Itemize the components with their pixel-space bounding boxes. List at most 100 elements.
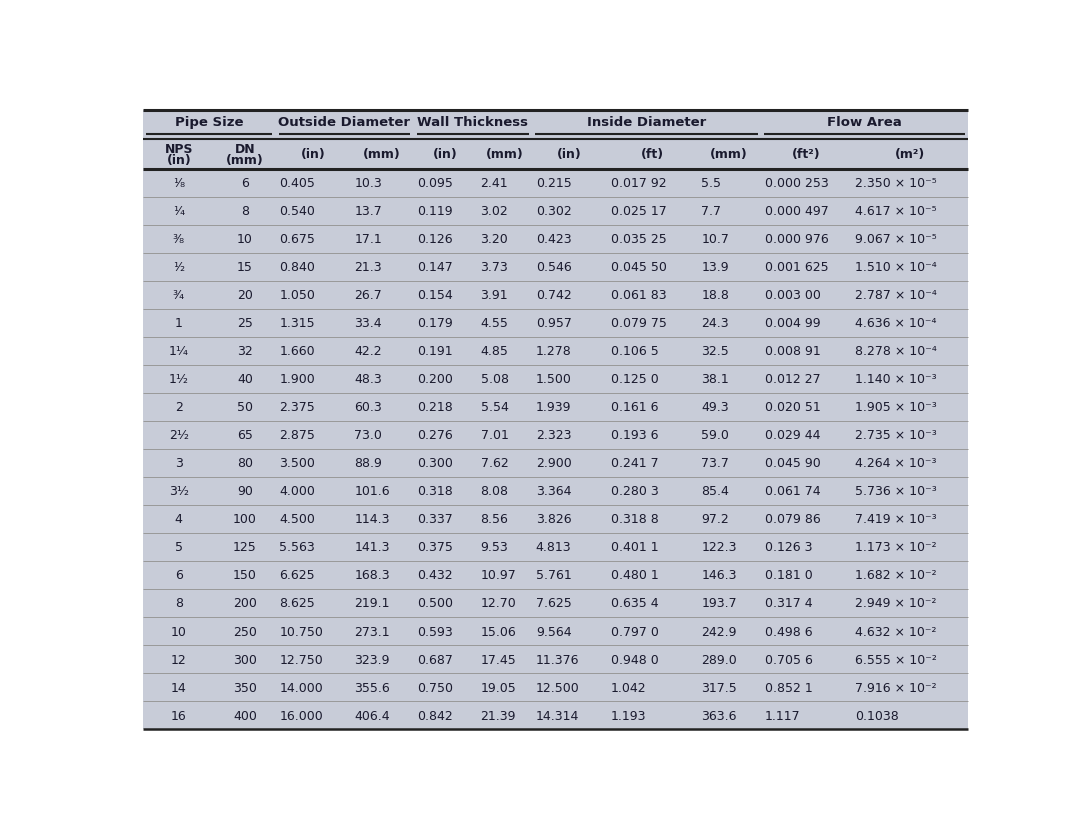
Text: 10: 10	[171, 625, 186, 638]
Text: 12: 12	[171, 652, 186, 666]
Text: 5.563: 5.563	[280, 541, 315, 554]
Text: 24.3: 24.3	[701, 317, 730, 330]
Text: 1.682 × 10⁻²: 1.682 × 10⁻²	[855, 569, 937, 582]
Text: 0.241 7: 0.241 7	[610, 457, 658, 469]
Text: 0.687: 0.687	[417, 652, 453, 666]
Text: 0.106 5: 0.106 5	[610, 344, 658, 358]
Text: 242.9: 242.9	[701, 625, 737, 638]
Text: 289.0: 289.0	[701, 652, 737, 666]
Text: 0.035 25: 0.035 25	[610, 233, 667, 246]
Text: 0.061 74: 0.061 74	[764, 484, 821, 498]
Text: 1.278: 1.278	[535, 344, 571, 358]
Text: 1.042: 1.042	[610, 681, 646, 694]
Text: 4.632 × 10⁻²: 4.632 × 10⁻²	[855, 625, 937, 638]
Text: 1: 1	[175, 317, 183, 330]
Text: 7.62: 7.62	[480, 457, 508, 469]
Text: (ft²): (ft²)	[791, 148, 821, 161]
Text: 1.900: 1.900	[280, 373, 315, 386]
Text: (mm): (mm)	[363, 148, 401, 161]
Text: 273.1: 273.1	[354, 625, 390, 638]
Text: 10: 10	[237, 233, 253, 246]
Text: 0.276: 0.276	[417, 429, 453, 442]
Text: 4: 4	[175, 513, 183, 526]
Text: (m²): (m²)	[894, 148, 925, 161]
Text: 5.5: 5.5	[701, 177, 722, 190]
Text: 0.705 6: 0.705 6	[764, 652, 813, 666]
Text: 219.1: 219.1	[354, 597, 390, 609]
Text: 3.20: 3.20	[480, 233, 508, 246]
Text: ¹⁄₂: ¹⁄₂	[172, 261, 184, 274]
Text: (in): (in)	[557, 148, 582, 161]
Text: 4.264 × 10⁻³: 4.264 × 10⁻³	[855, 457, 937, 469]
Text: 80: 80	[236, 457, 253, 469]
Text: 11.376: 11.376	[535, 652, 579, 666]
Text: 122.3: 122.3	[701, 541, 737, 554]
Text: 73.7: 73.7	[701, 457, 730, 469]
Text: DN: DN	[234, 143, 255, 156]
Text: 38.1: 38.1	[701, 373, 730, 386]
Text: 17.1: 17.1	[354, 233, 382, 246]
Text: Outside Diameter: Outside Diameter	[279, 116, 411, 129]
Text: 42.2: 42.2	[354, 344, 382, 358]
Text: 3: 3	[175, 457, 183, 469]
Text: 250: 250	[233, 625, 257, 638]
Text: 400: 400	[233, 709, 257, 722]
Text: (in): (in)	[433, 148, 457, 161]
Text: 32: 32	[237, 344, 253, 358]
Text: 0.500: 0.500	[417, 597, 453, 609]
Text: 97.2: 97.2	[701, 513, 730, 526]
Text: 0.193 6: 0.193 6	[610, 429, 658, 442]
Text: 3.91: 3.91	[480, 289, 508, 302]
Text: 0.125 0: 0.125 0	[610, 373, 658, 386]
Text: 8: 8	[241, 205, 249, 218]
Text: 7.916 × 10⁻²: 7.916 × 10⁻²	[855, 681, 937, 694]
Text: 14.000: 14.000	[280, 681, 323, 694]
Text: 1.500: 1.500	[535, 373, 571, 386]
Text: 3.73: 3.73	[480, 261, 508, 274]
Text: 2.875: 2.875	[280, 429, 315, 442]
Text: 8.56: 8.56	[480, 513, 508, 526]
Text: 0.480 1: 0.480 1	[610, 569, 658, 582]
Text: 0.302: 0.302	[535, 205, 571, 218]
Text: ³⁄₄: ³⁄₄	[172, 289, 184, 302]
Text: 3.02: 3.02	[480, 205, 508, 218]
Text: 125: 125	[233, 541, 257, 554]
Text: 355.6: 355.6	[354, 681, 390, 694]
Text: 4.636 × 10⁻⁴: 4.636 × 10⁻⁴	[855, 317, 937, 330]
Text: (mm): (mm)	[225, 154, 263, 166]
Text: Pipe Size: Pipe Size	[176, 116, 244, 129]
Text: 0.280 3: 0.280 3	[610, 484, 658, 498]
Text: 18.8: 18.8	[701, 289, 730, 302]
Text: 90: 90	[237, 484, 253, 498]
Text: 150: 150	[233, 569, 257, 582]
Text: 9.53: 9.53	[480, 541, 508, 554]
Text: (mm): (mm)	[486, 148, 524, 161]
Text: 0.181 0: 0.181 0	[764, 569, 812, 582]
Text: 2.323: 2.323	[535, 429, 571, 442]
Text: 4.000: 4.000	[280, 484, 315, 498]
Text: ¹⁄₈: ¹⁄₈	[172, 177, 184, 190]
Text: 12.70: 12.70	[480, 597, 516, 609]
Text: 8: 8	[175, 597, 183, 609]
Text: 0.154: 0.154	[417, 289, 453, 302]
Text: 6.625: 6.625	[280, 569, 315, 582]
Text: 0.017 92: 0.017 92	[610, 177, 667, 190]
Text: 2.787 × 10⁻⁴: 2.787 × 10⁻⁴	[855, 289, 938, 302]
Text: 12.750: 12.750	[280, 652, 323, 666]
Text: 88.9: 88.9	[354, 457, 383, 469]
Text: 0.095: 0.095	[417, 177, 453, 190]
Text: 0.635 4: 0.635 4	[610, 597, 658, 609]
Text: 0.405: 0.405	[280, 177, 315, 190]
Text: 3.500: 3.500	[280, 457, 315, 469]
Text: (in): (in)	[166, 154, 191, 166]
Text: 19.05: 19.05	[480, 681, 516, 694]
Text: 0.840: 0.840	[280, 261, 315, 274]
Text: 0.003 00: 0.003 00	[764, 289, 821, 302]
Text: 0.045 90: 0.045 90	[764, 457, 821, 469]
Text: 65: 65	[237, 429, 253, 442]
Text: 0.061 83: 0.061 83	[610, 289, 667, 302]
Text: (ft): (ft)	[641, 148, 663, 161]
Text: Flow Area: Flow Area	[827, 116, 902, 129]
Text: 0.200: 0.200	[417, 373, 453, 386]
Text: 59.0: 59.0	[701, 429, 730, 442]
